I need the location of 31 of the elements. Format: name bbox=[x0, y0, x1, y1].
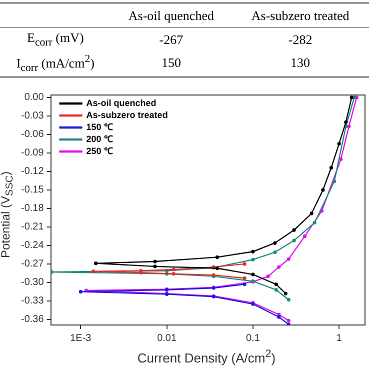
y-tick-label: -0.27 bbox=[20, 258, 44, 270]
y-tick-label: 0.00 bbox=[24, 92, 44, 104]
x-tick-label: 0.1 bbox=[246, 332, 260, 344]
x-tick-label: 0.01 bbox=[157, 332, 177, 344]
text: E$_{corr}$ (mV) bbox=[26, 29, 85, 51]
y-tick-label: -0.36 bbox=[20, 314, 44, 326]
text: 130 bbox=[290, 54, 312, 72]
y-tick-label: -0.21 bbox=[20, 222, 44, 233]
y-tick-label: -0.24 bbox=[20, 240, 44, 252]
x-tick-label: 1E-3 bbox=[70, 332, 92, 344]
legend-label: 200 ℃ bbox=[86, 134, 113, 144]
text: I$_{corr}$ (mA/cm$^{2}$) bbox=[15, 52, 96, 76]
y-tick-label: -0.15 bbox=[20, 184, 44, 196]
y-tick-label: -0.18 bbox=[20, 203, 44, 214]
x-tick-label: 1 bbox=[336, 332, 342, 344]
y-tick-label: -0.06 bbox=[20, 129, 44, 140]
x-axis-title: Current Density (A/cm$^{2}$) bbox=[136, 348, 277, 366]
y-tick-label: -0.12 bbox=[20, 166, 44, 178]
text: 150 bbox=[160, 54, 182, 72]
y-tick-label: -0.03 bbox=[20, 110, 44, 122]
y-tick-label: -0.30 bbox=[20, 277, 44, 288]
text: -282 bbox=[287, 30, 314, 48]
legend-label: 150 ℃ bbox=[86, 122, 113, 132]
legend-label: As-subzero treated bbox=[86, 110, 168, 120]
legend-label: As-oil quenched bbox=[86, 98, 156, 108]
y-tick-label: -0.09 bbox=[20, 148, 44, 159]
y-tick-label: -0.33 bbox=[20, 296, 44, 307]
text: -267 bbox=[158, 30, 184, 48]
text: As-oil quenched bbox=[110, 3, 232, 28]
legend-label: 250 ℃ bbox=[86, 146, 113, 156]
text: As-subzero treated bbox=[232, 3, 369, 28]
